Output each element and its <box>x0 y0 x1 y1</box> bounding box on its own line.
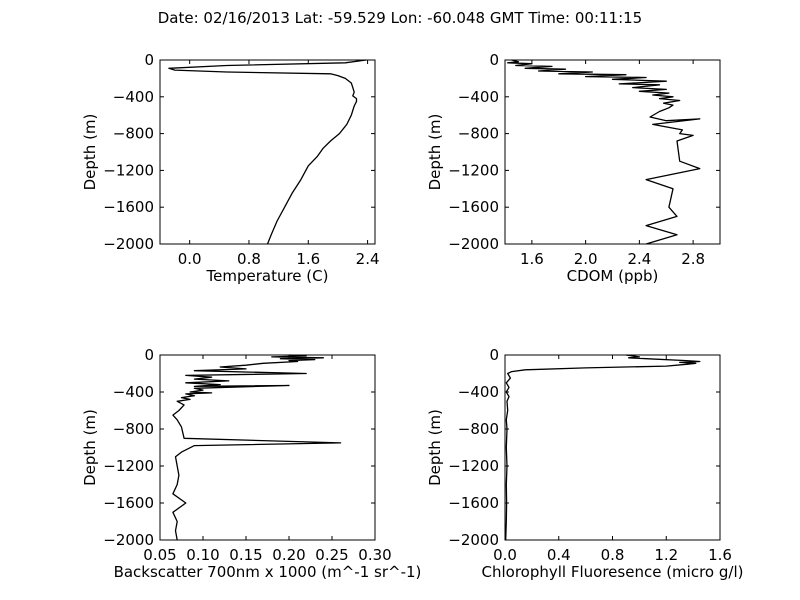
chlorophyll-xtick-label: 0.0 <box>493 546 517 564</box>
temperature-axes-frame <box>159 59 376 245</box>
backscatter-profile-line <box>172 354 342 541</box>
chlorophyll-ytick-label: −1200 <box>448 457 499 475</box>
temperature-xtick-label: 0.8 <box>237 250 261 268</box>
chlorophyll-ytick-label: 0 <box>489 346 499 364</box>
temperature-ytick-label: 0 <box>144 51 154 69</box>
temperature-xtick-label: 0.0 <box>178 250 202 268</box>
chlorophyll-ytick-label: −400 <box>458 383 499 401</box>
cdom-ytick-label: −800 <box>458 125 499 143</box>
backscatter-xtick-label: 0.05 <box>143 546 176 564</box>
temperature-ytick-label: −1200 <box>103 161 154 179</box>
backscatter-ytick-label: −1600 <box>103 494 154 512</box>
cdom-xtick-label: 2.0 <box>574 250 598 268</box>
backscatter-xtick-label: 0.20 <box>272 546 305 564</box>
chlorophyll-profile-line <box>505 354 701 541</box>
cdom-ytick-label: −1600 <box>448 198 499 216</box>
cdom-ytick-label: −1200 <box>448 161 499 179</box>
backscatter-ytick-label: −1200 <box>103 457 154 475</box>
chlorophyll-xtick-label: 1.6 <box>708 546 732 564</box>
cdom-xaxis-label: CDOM (ppb) <box>567 267 659 285</box>
temperature-ytick-label: −2000 <box>103 235 154 253</box>
cdom-ytick-label: −2000 <box>448 235 499 253</box>
cdom-ytick-label: −400 <box>458 88 499 106</box>
backscatter-axes-frame <box>159 354 376 541</box>
backscatter-xtick-label: 0.25 <box>315 546 348 564</box>
cdom-profile-line <box>507 59 701 245</box>
chlorophyll-subplot: 0.0 0.4 0.8 1.2 1.6 0 −400 −800 −1200 −1600 −2000 C… <box>426 346 743 581</box>
cdom-ytick-label: 0 <box>489 51 499 69</box>
chlorophyll-xtick-label: 1.2 <box>654 546 678 564</box>
cdom-subplot: 1.6 2.0 2.4 2.8 0 −400 −800 −1200 −1600 −2000 CDOM… <box>426 51 721 285</box>
backscatter-ytick-label: −800 <box>113 420 154 438</box>
temperature-xtick-label: 1.6 <box>296 250 320 268</box>
chlorophyll-ytick-label: −1600 <box>448 494 499 512</box>
temperature-subplot: 0.0 0.8 1.6 2.4 0 −400 −800 −1200 −1600 −2000 Temp… <box>81 51 380 285</box>
chlorophyll-xaxis-label: Chlorophyll Fluoresence (micro g/l) <box>482 563 744 581</box>
backscatter-ytick-label: 0 <box>144 346 154 364</box>
backscatter-xtick-label: 0.10 <box>186 546 219 564</box>
temperature-yaxis-label: Depth (m) <box>81 114 99 191</box>
cdom-yaxis-label: Depth (m) <box>426 114 444 191</box>
backscatter-ytick-label: −400 <box>113 383 154 401</box>
chlorophyll-xtick-label: 0.4 <box>547 546 571 564</box>
chlorophyll-xtick-label: 0.8 <box>601 546 625 564</box>
chlorophyll-yaxis-label: Depth (m) <box>426 409 444 486</box>
backscatter-xtick-label: 0.30 <box>358 546 391 564</box>
cdom-axes-frame <box>504 59 721 245</box>
temperature-xaxis-label: Temperature (C) <box>206 267 329 285</box>
temperature-xtick-label: 2.4 <box>356 250 380 268</box>
subplots: 0.0 0.8 1.6 2.4 0 −400 −800 −1200 −1600 −2000 Temp… <box>81 51 743 581</box>
chlorophyll-ytick-label: −2000 <box>448 531 499 549</box>
backscatter-xtick-label: 0.15 <box>229 546 262 564</box>
cdom-xtick-label: 1.6 <box>520 250 544 268</box>
backscatter-ytick-label: −2000 <box>103 531 154 549</box>
temperature-ytick-label: −1600 <box>103 198 154 216</box>
backscatter-xaxis-label: Backscatter 700nm x 1000 (m^-1 sr^-1) <box>114 563 422 581</box>
chlorophyll-ytick-label: −800 <box>458 420 499 438</box>
temperature-ytick-label: −800 <box>113 125 154 143</box>
temperature-profile-line <box>168 59 367 245</box>
backscatter-subplot: 0.05 0.10 0.15 0.20 0.25 0.30 0 −400 −800 −1200 −1… <box>81 346 421 581</box>
cdom-xtick-label: 2.4 <box>627 250 651 268</box>
temperature-ytick-label: −400 <box>113 88 154 106</box>
figure-title: Date: 02/16/2013 Lat: -59.529 Lon: -60.0… <box>158 9 642 27</box>
cdom-xtick-label: 2.8 <box>681 250 705 268</box>
backscatter-yaxis-label: Depth (m) <box>81 409 99 486</box>
